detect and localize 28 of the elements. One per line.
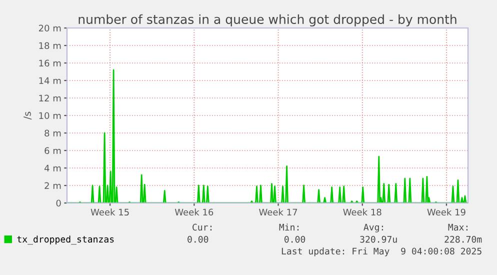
legend-label: tx_dropped_stanzas: [17, 236, 114, 245]
x-tick-label: Week 17: [259, 208, 298, 216]
y-tick-label: 2 m: [44, 182, 61, 189]
text: Cur:: [192, 224, 212, 231]
text: Last update: Fri May 9 04:00:08 2025: [282, 248, 482, 256]
x-tick-label: Week 19: [427, 208, 466, 216]
text: Max:: [448, 224, 468, 231]
y-axis-title: /s: [24, 112, 32, 120]
text: 0.00: [188, 236, 208, 243]
text: 228.70m: [444, 236, 482, 243]
text: Min:: [279, 224, 299, 230]
chart-title: number of stanzas in a queue which got dropped - by month: [78, 14, 456, 26]
y-tick-label: 16 m: [39, 60, 61, 67]
text: Avg:: [364, 224, 384, 232]
y-tick-label: 18 m: [39, 42, 61, 50]
y-tick-label: 10 m: [39, 112, 61, 120]
y-tick-label: 20 m: [38, 24, 61, 32]
y-tick-label: 8 m: [44, 130, 61, 137]
x-tick-label: Week 16: [174, 208, 214, 216]
y-tick-label: 6 m: [44, 147, 61, 154]
text: 0.00: [284, 236, 306, 243]
y-tick-label: 0: [56, 200, 61, 207]
y-tick-label: 4 m: [44, 164, 61, 172]
y-tick-label: 12 m: [39, 94, 61, 102]
text: 320.97u: [360, 236, 397, 243]
x-tick-label: Week 18: [343, 208, 382, 216]
y-tick-label: 14 m: [39, 77, 61, 84]
x-tick-label: Week 15: [90, 208, 129, 216]
